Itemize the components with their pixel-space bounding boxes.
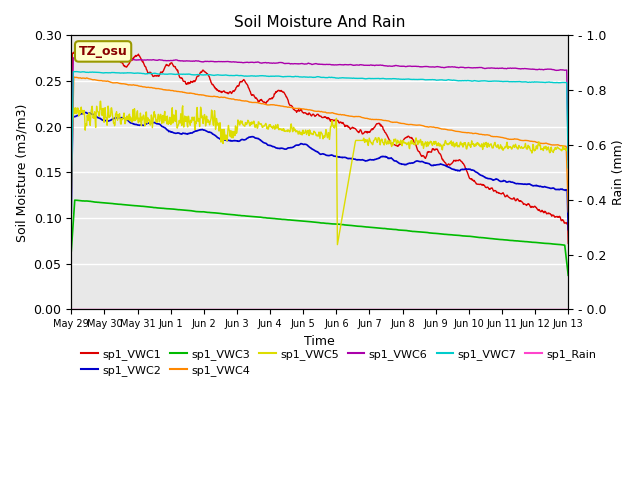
X-axis label: Time: Time: [305, 335, 335, 348]
Text: TZ_osu: TZ_osu: [79, 45, 127, 58]
Y-axis label: Rain (mm): Rain (mm): [612, 140, 625, 205]
Y-axis label: Soil Moisture (m3/m3): Soil Moisture (m3/m3): [15, 103, 28, 241]
Title: Soil Moisture And Rain: Soil Moisture And Rain: [234, 15, 405, 30]
Legend: sp1_VWC1, sp1_VWC2, sp1_VWC3, sp1_VWC4, sp1_VWC5, sp1_VWC6, sp1_VWC7, sp1_Rain: sp1_VWC1, sp1_VWC2, sp1_VWC3, sp1_VWC4, …: [77, 345, 601, 381]
